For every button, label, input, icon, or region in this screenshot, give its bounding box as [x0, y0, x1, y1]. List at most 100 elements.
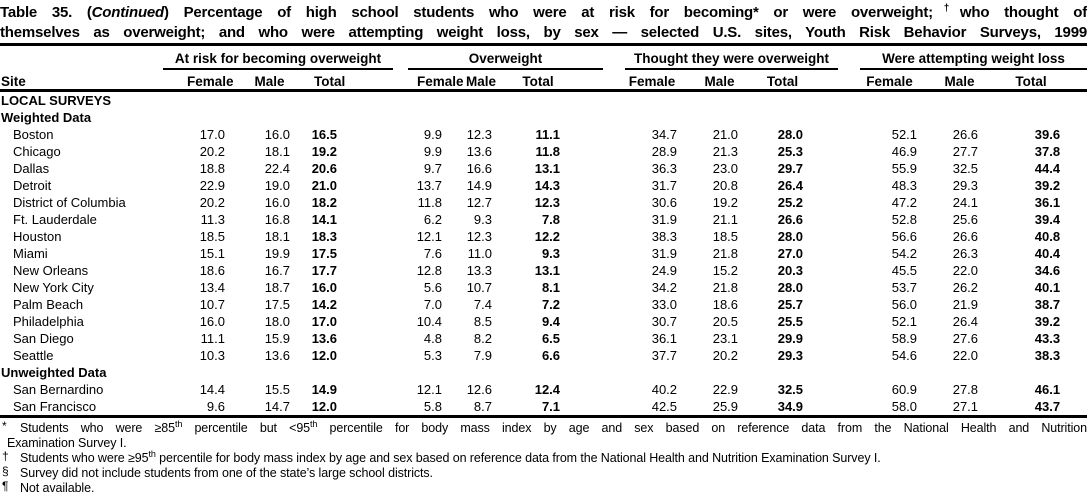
table-row: Detroit 22.9 19.0 21.0 13.7 14.9 14.3 31.7 20.8 2…: [0, 177, 1087, 194]
value-cell: 11.8: [417, 195, 442, 210]
total-value-cell: 7.1: [541, 399, 561, 414]
total-value-cell: 18.3: [311, 229, 337, 244]
value-cell: 18.1: [264, 144, 290, 159]
value-cell: 13.6: [264, 348, 290, 363]
footnote-text-line: Examination Survey I.: [7, 436, 1087, 451]
value-cell: 24.9: [651, 263, 678, 278]
footnote-text-line: Students who were ≥85th percentile but <…: [20, 418, 1087, 436]
value-cell: 16.8: [264, 212, 290, 227]
total-value-cell: 29.9: [777, 331, 804, 346]
value-cell: 27.6: [952, 331, 979, 346]
table-row: Dallas 18.8 22.4 20.6 9.7 16.6 13.1 36.3 23.0 29.…: [0, 160, 1087, 177]
group-header-weight-loss: Were attempting weight loss: [838, 46, 1087, 70]
table-row: Boston 17.0 16.0 16.5 9.9 12.3 11.1 34.7 21.0 28.…: [0, 126, 1087, 143]
column-header-female: Female: [163, 70, 234, 92]
total-value-cell: 34.9: [777, 399, 804, 414]
footnotes: * Students who were ≥85th percentile but …: [0, 418, 1087, 494]
value-cell: 46.9: [891, 144, 918, 159]
value-cell: 7.6: [423, 246, 442, 261]
value-cell: 20.2: [199, 144, 225, 159]
total-value-cell: 12.0: [311, 399, 337, 414]
value-cell: 23.0: [712, 161, 739, 176]
total-value-cell: 40.4: [1034, 246, 1061, 261]
value-cell: 11.3: [200, 212, 225, 227]
value-cell: 26.6: [952, 229, 979, 244]
site-cell: District of Columbia: [13, 195, 126, 210]
value-cell: 18.6: [712, 297, 739, 312]
column-group-row: Site At risk for becoming overweight Ove…: [0, 46, 1087, 92]
total-value-cell: 39.2: [1034, 314, 1061, 329]
total-value-cell: 9.4: [541, 314, 561, 329]
column-header-total: Total: [738, 70, 839, 92]
value-cell: 17.0: [199, 127, 225, 142]
value-cell: 16.7: [264, 263, 290, 278]
value-cell: 16.0: [264, 127, 290, 142]
value-cell: 34.7: [651, 127, 678, 142]
data-table: Site At risk for becoming overweight Ove…: [0, 46, 1087, 415]
value-cell: 31.7: [651, 178, 678, 193]
column-header-male: Male: [917, 70, 979, 92]
superscript-text: th: [148, 448, 156, 459]
value-cell: 27.7: [952, 144, 979, 159]
table-row: Palm Beach 10.7 17.5 14.2 7.0 7.4 7.2 33.0 18.6 2…: [0, 296, 1087, 313]
value-cell: 26.4: [952, 314, 979, 329]
total-value-cell: 20.6: [311, 161, 337, 176]
value-cell: 5.6: [423, 280, 442, 295]
value-cell: 31.9: [651, 246, 678, 261]
value-cell: 20.5: [712, 314, 739, 329]
table-row: New York City 13.4 18.7 16.0 5.6 10.7 8.1 34.2 2…: [0, 279, 1087, 296]
site-cell: New Orleans: [13, 263, 89, 278]
total-value-cell: 46.1: [1034, 382, 1061, 397]
value-cell: 15.5: [264, 382, 290, 397]
group-header-label: Overweight: [408, 51, 604, 70]
value-cell: 9.6: [206, 399, 225, 414]
column-header-total: Total: [978, 70, 1087, 92]
value-cell: 10.7: [466, 280, 492, 295]
total-value-cell: 29.3: [777, 348, 804, 363]
total-value-cell: 39.6: [1034, 127, 1061, 142]
table-row: San Bernardino 14.4 15.5 14.9 12.1 12.6 12.4 40…: [0, 381, 1087, 398]
total-value-cell: 26.4: [777, 178, 804, 193]
total-value-cell: 28.0: [777, 229, 804, 244]
value-cell: 22.9: [712, 382, 739, 397]
value-cell: 29.3: [952, 178, 979, 193]
total-value-cell: 8.1: [541, 280, 561, 295]
value-cell: 26.3: [952, 246, 979, 261]
title-line-1: Table 35. (Continued) Percentage of high…: [0, 3, 1087, 23]
section-heading-label: Unweighted Data: [1, 365, 107, 380]
table-row: Ft. Lauderdale 11.3 16.8 14.1 6.2 9.3 7.8 31.9 2…: [0, 211, 1087, 228]
table-row: New Orleans 18.6 16.7 17.7 12.8 13.3 13.1 24.9 1…: [0, 262, 1087, 279]
footnote-text: percentile but <95: [182, 421, 311, 435]
total-value-cell: 12.3: [534, 195, 561, 210]
superscript-text: th: [310, 418, 318, 429]
total-value-cell: 25.7: [777, 297, 804, 312]
total-value-cell: 40.1: [1034, 280, 1061, 295]
value-cell: 9.9: [423, 144, 442, 159]
site-cell: San Francisco: [13, 399, 97, 414]
total-value-cell: 7.2: [541, 297, 561, 312]
value-cell: 14.4: [199, 382, 225, 397]
table-row: District of Columbia 20.2 16.0 18.2 11.8 12.7…: [0, 194, 1087, 211]
title-line-2: themselves as overweight; and who were a…: [0, 24, 1087, 41]
total-value-cell: 6.5: [541, 331, 561, 346]
value-cell: 22.9: [199, 178, 225, 193]
total-value-cell: 25.2: [777, 195, 804, 210]
value-cell: 34.2: [651, 280, 678, 295]
column-header-total: Total: [492, 70, 604, 92]
footnote-text: percentile for body mass index by age an…: [155, 451, 881, 465]
title-text: ) Percentage of high school students who…: [164, 4, 933, 21]
footnote-text-line: Survey did not include students from one…: [20, 466, 1087, 481]
value-cell: 12.3: [466, 127, 492, 142]
value-cell: 38.3: [651, 229, 678, 244]
value-cell: 22.4: [264, 161, 290, 176]
site-cell: New York City: [13, 280, 94, 295]
site-cell: Dallas: [13, 161, 50, 176]
value-cell: 21.1: [712, 212, 739, 227]
value-cell: 16.6: [466, 161, 492, 176]
value-cell: 31.9: [651, 212, 678, 227]
dagger-footnote-symbol: †: [932, 3, 960, 14]
footnote-text-line: Students who were ≥95th percentile for b…: [20, 448, 1087, 466]
value-cell: 37.7: [651, 348, 678, 363]
value-cell: 24.1: [952, 195, 979, 210]
value-cell: 18.5: [712, 229, 739, 244]
